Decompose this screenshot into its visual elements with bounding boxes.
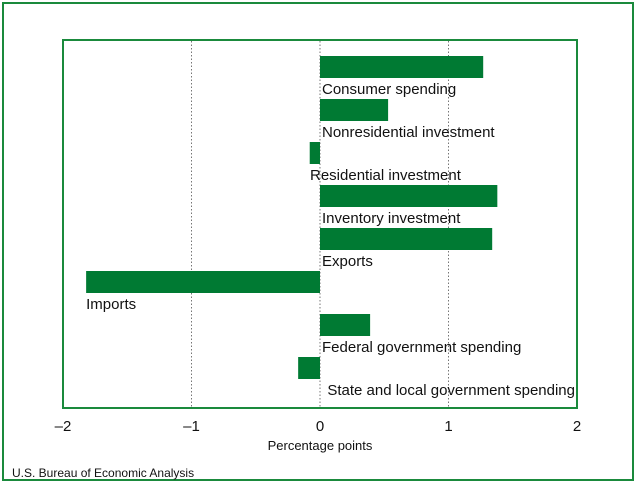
bar-label: Exports <box>322 253 373 270</box>
bar-label: Nonresidential investment <box>322 124 495 141</box>
x-tick-label: –1 <box>183 418 200 435</box>
x-tick-label: 2 <box>573 418 581 435</box>
bar-label: Consumer spending <box>322 81 456 98</box>
x-axis-title: Percentage points <box>268 438 373 453</box>
bar <box>320 185 497 207</box>
bar <box>298 357 320 379</box>
bar-label: Federal government spending <box>322 339 521 356</box>
x-tick-labels: –2 –1 0 1 2 <box>55 418 582 435</box>
bar <box>310 142 320 164</box>
bar-label: State and local government spending <box>327 382 575 399</box>
bar <box>320 314 370 336</box>
x-tick-label: 1 <box>444 418 452 435</box>
x-tick-label: 0 <box>316 418 324 435</box>
bar <box>86 271 320 293</box>
bar <box>320 228 492 250</box>
bar-label: Residential investment <box>310 167 462 184</box>
bar <box>320 56 483 78</box>
source-note: U.S. Bureau of Economic Analysis <box>12 466 194 480</box>
bar-label: Inventory investment <box>322 210 461 227</box>
bar-label: Imports <box>86 296 136 313</box>
bar <box>320 99 388 121</box>
x-tick-label: –2 <box>55 418 72 435</box>
